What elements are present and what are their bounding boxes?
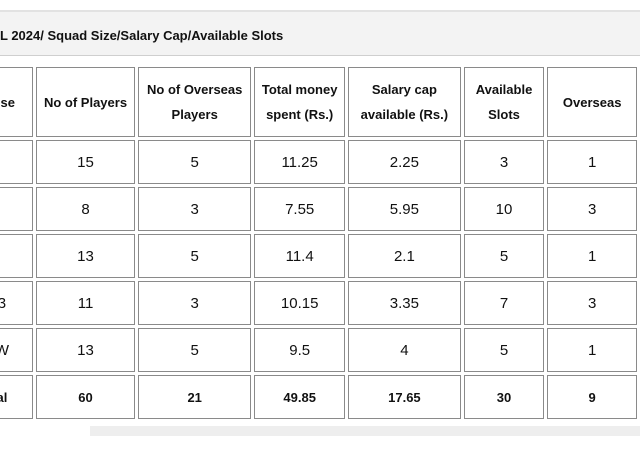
- table-row: 3 11 3 10.15 3.35 7 3: [0, 281, 637, 325]
- table-cell: 5: [138, 140, 252, 184]
- table-cell: 7: [463, 281, 545, 325]
- table-cell: 11.4: [254, 234, 346, 278]
- table-cell: 8: [35, 187, 136, 231]
- table-cell: 5: [138, 234, 252, 278]
- header-no-of-players: No of Players: [35, 67, 136, 137]
- table-cell: 5.95: [348, 187, 461, 231]
- header-franchise: nise: [0, 67, 33, 137]
- table-cell: 4: [348, 328, 461, 372]
- table-cell: 9.5: [254, 328, 346, 372]
- table-cell: 1: [547, 140, 637, 184]
- total-row: al 60 21 49.85 17.65 30 9: [0, 375, 637, 419]
- table-cell: 3: [0, 281, 33, 325]
- total-cell: 9: [547, 375, 637, 419]
- squad-table: nise No of Players No of Overseas Player…: [0, 64, 640, 422]
- table-cell: 10.15: [254, 281, 346, 325]
- table-container: nise No of Players No of Overseas Player…: [0, 64, 640, 422]
- table-cell: 11.25: [254, 140, 346, 184]
- total-cell: 17.65: [348, 375, 461, 419]
- table-cell: 5: [463, 234, 545, 278]
- table-cell: 3: [463, 140, 545, 184]
- table-cell: [0, 140, 33, 184]
- table-cell: 13: [35, 234, 136, 278]
- table-cell: 3: [547, 187, 637, 231]
- table-cell: 1: [547, 328, 637, 372]
- total-label: al: [0, 375, 33, 419]
- total-cell: 21: [138, 375, 252, 419]
- total-cell: 60: [35, 375, 136, 419]
- table-cell: 15: [35, 140, 136, 184]
- top-divider: [0, 10, 640, 12]
- header-row: nise No of Players No of Overseas Player…: [0, 67, 637, 137]
- table-row: 13 5 11.4 2.1 5 1: [0, 234, 637, 278]
- table-caption: L 2024/ Squad Size/Salary Cap/Available …: [0, 28, 284, 43]
- total-cell: 49.85: [254, 375, 346, 419]
- table-row: 15 5 11.25 2.25 3 1: [0, 140, 637, 184]
- table-cell: 3: [138, 281, 252, 325]
- header-overseas-slots: Overseas: [547, 67, 637, 137]
- header-total-money-spent: Total money spent (Rs.): [254, 67, 346, 137]
- header-salary-cap-available: Salary cap available (Rs.): [348, 67, 461, 137]
- table-cell: 11: [35, 281, 136, 325]
- table-cell: 5: [463, 328, 545, 372]
- total-cell: 30: [463, 375, 545, 419]
- table-cell: 3: [138, 187, 252, 231]
- bottom-shadow: [90, 426, 640, 436]
- table-cell: 3: [547, 281, 637, 325]
- table-cell: [0, 187, 33, 231]
- table-cell: [0, 234, 33, 278]
- table-cell: 5: [138, 328, 252, 372]
- table-cell: 1: [547, 234, 637, 278]
- table-row: 8 3 7.55 5.95 10 3: [0, 187, 637, 231]
- table-cell: 2.25: [348, 140, 461, 184]
- table-cell: 10: [463, 187, 545, 231]
- table-cell: 13: [35, 328, 136, 372]
- table-cell: 2.1: [348, 234, 461, 278]
- header-no-of-overseas-players: No of Overseas Players: [138, 67, 252, 137]
- table-cell: 7.55: [254, 187, 346, 231]
- table-row: W 13 5 9.5 4 5 1: [0, 328, 637, 372]
- header-available-slots: Available Slots: [463, 67, 545, 137]
- table-cell: 3.35: [348, 281, 461, 325]
- table-caption-bar: L 2024/ Squad Size/Salary Cap/Available …: [0, 12, 640, 56]
- top-strip: [0, 0, 640, 8]
- table-cell: W: [0, 328, 33, 372]
